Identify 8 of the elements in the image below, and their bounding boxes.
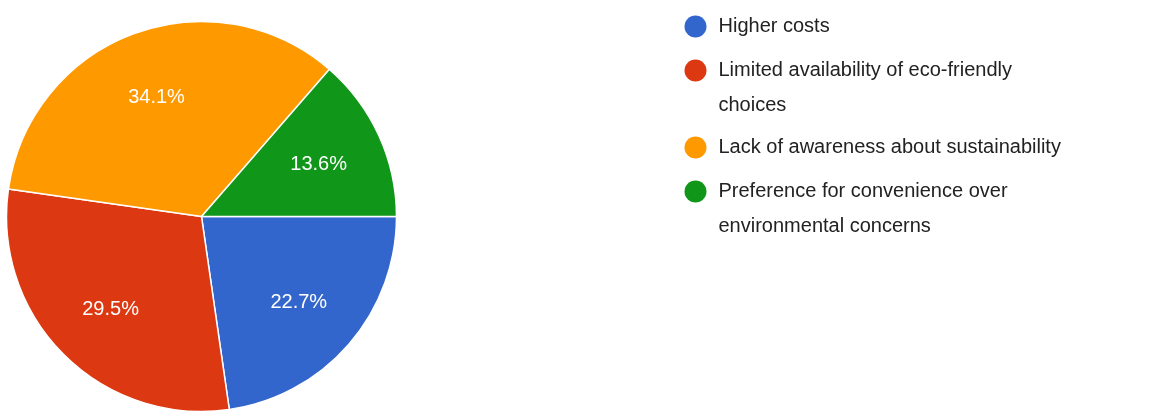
legend-label: Preference for convenience over environmental concerns	[718, 178, 1008, 236]
data-label: 34.1%	[128, 84, 186, 107]
data-label: 29.5%	[82, 296, 140, 319]
data-label: 22.7%	[270, 289, 328, 312]
data-label: 13.6%	[290, 152, 348, 175]
legend-label: Lack of awareness about sustainability	[718, 134, 1061, 157]
legend-label: Limited availability of eco-friendly choices	[718, 57, 1012, 115]
legend-label: Higher costs	[718, 13, 830, 36]
